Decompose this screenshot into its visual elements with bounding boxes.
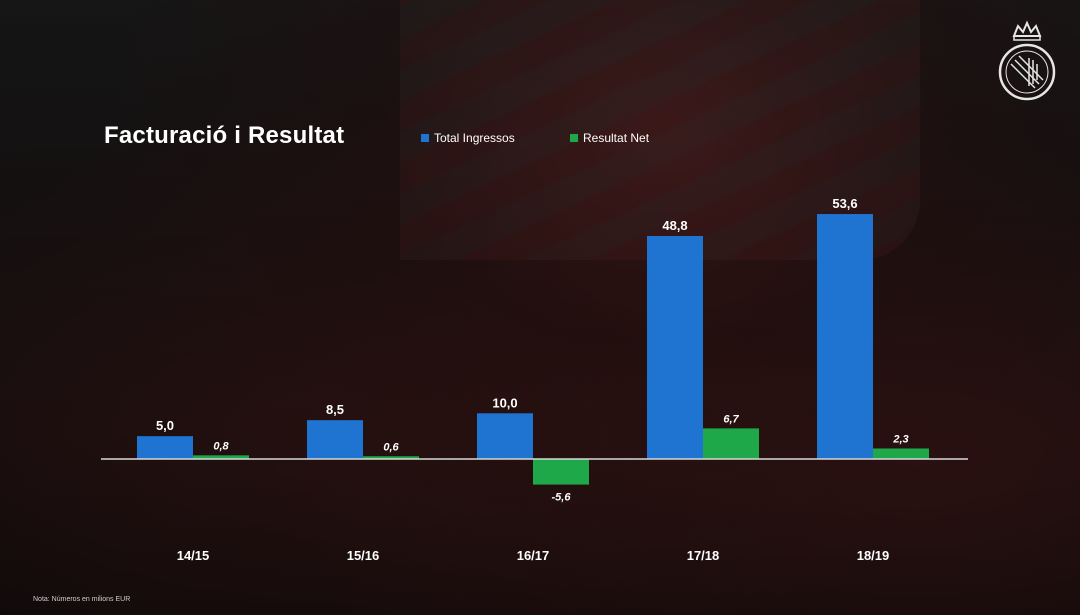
legend-swatch-income	[421, 134, 429, 142]
legend-swatch-net	[570, 134, 578, 142]
label-resultat-net-15-16: 0,6	[383, 441, 399, 453]
label-total-ingressos-18-19: 53,6	[832, 196, 857, 211]
chart-title: Facturació i Resultat	[104, 122, 345, 149]
x-tick-label-17-18: 17/18	[687, 548, 720, 563]
bar-total-ingressos-14-15	[137, 436, 193, 459]
x-tick-label-14-15: 14/15	[177, 548, 210, 563]
label-total-ingressos-14-15: 5,0	[156, 418, 174, 433]
bar-total-ingressos-18-19	[817, 214, 873, 459]
label-resultat-net-14-15: 0,8	[213, 440, 229, 452]
label-total-ingressos-17-18: 48,8	[662, 218, 687, 233]
label-resultat-net-16-17: -5,6	[552, 492, 572, 504]
bar-resultat-net-15-16	[363, 456, 419, 459]
bar-total-ingressos-15-16	[307, 420, 363, 459]
bar-resultat-net-18-19	[873, 448, 929, 459]
footnote: Nota: Números en milions EUR	[33, 596, 131, 603]
label-resultat-net-18-19: 2,3	[892, 433, 908, 445]
bar-total-ingressos-17-18	[647, 235, 703, 459]
legend-label-net: Resultat Net	[583, 131, 650, 145]
legend-total-ingressos: Total Ingressos	[421, 131, 515, 145]
legend-resultat-net: Resultat Net	[570, 131, 649, 145]
label-total-ingressos-16-17: 10,0	[492, 395, 517, 410]
bar-resultat-net-14-15	[193, 455, 249, 459]
x-tick-label-15-16: 15/16	[347, 548, 380, 563]
legend-label-income: Total Ingressos	[434, 131, 515, 145]
bar-resultat-net-16-17	[533, 459, 589, 485]
bar-total-ingressos-16-17	[477, 413, 533, 459]
bar-resultat-net-17-18	[703, 428, 759, 459]
x-tick-label-16-17: 16/17	[517, 548, 550, 563]
label-total-ingressos-15-16: 8,5	[326, 402, 344, 417]
club-crest-icon	[998, 20, 1056, 101]
label-resultat-net-17-18: 6,7	[723, 413, 739, 425]
x-tick-label-18-19: 18/19	[857, 548, 890, 563]
